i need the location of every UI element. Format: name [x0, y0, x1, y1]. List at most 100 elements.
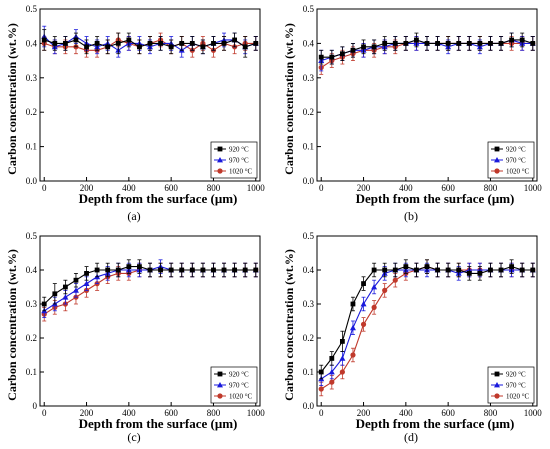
- legend-label: 970 °C: [229, 382, 249, 390]
- data-point: [371, 267, 377, 273]
- data-point: [242, 44, 248, 50]
- data-point: [52, 41, 58, 46]
- data-point: [158, 267, 163, 273]
- data-point: [62, 284, 68, 290]
- data-point: [329, 54, 335, 60]
- data-point: [83, 280, 90, 286]
- plot-frame: [316, 8, 538, 182]
- data-point: [456, 41, 462, 46]
- data-point: [350, 301, 356, 307]
- legend-label: 970 °C: [506, 157, 526, 165]
- y-tick-label: 0.4: [303, 265, 315, 275]
- data-point: [126, 264, 132, 269]
- data-point: [179, 41, 185, 46]
- plot-frame: [39, 8, 261, 182]
- legend-label: 1020 °C: [229, 168, 253, 176]
- x-axis-label: Depth from the surface (μm): [79, 416, 238, 431]
- data-point: [115, 41, 121, 46]
- data-point: [371, 284, 378, 290]
- legend-marker: [217, 157, 223, 163]
- y-tick-label: 0.3: [26, 73, 38, 83]
- plot-frame: [39, 235, 261, 407]
- y-tick-label: 0.1: [26, 142, 37, 152]
- data-point: [200, 44, 206, 50]
- legend-marker: [217, 168, 223, 174]
- x-tick-label: 600: [164, 408, 178, 418]
- panel-a: 0 200 400 600 800 1000 0.0 0.1 0.2 0.3 0.4 0.5 Depth…: [5, 4, 265, 223]
- legend-marker: [494, 168, 500, 174]
- y-axis-label: Carbon concentration (wt.%): [5, 249, 19, 401]
- panel-c: 0 200 400 600 800 1000 0 0.1 0.2 0.3 0.4 0.5 Depth f…: [5, 231, 265, 444]
- x-tick-label: 0: [42, 183, 47, 193]
- data-point: [349, 324, 356, 331]
- data-point: [179, 267, 185, 273]
- data-point: [328, 369, 335, 375]
- y-tick-label: 0.4: [26, 265, 38, 275]
- x-tick-label: 1000: [524, 183, 543, 193]
- x-tick-label: 800: [207, 183, 221, 193]
- data-point: [126, 37, 132, 43]
- data-point: [403, 264, 409, 269]
- data-point: [200, 267, 206, 273]
- data-point: [509, 264, 515, 269]
- x-tick-label: 400: [399, 408, 413, 418]
- data-point: [318, 54, 324, 60]
- data-point: [435, 41, 440, 46]
- data-point: [414, 37, 419, 43]
- data-point: [466, 41, 472, 46]
- x-tick-label: 200: [80, 408, 94, 418]
- x-tick-label: 200: [80, 183, 94, 193]
- data-point: [414, 267, 419, 273]
- data-point: [318, 369, 324, 375]
- data-point: [360, 301, 367, 307]
- x-tick-label: 200: [357, 183, 371, 193]
- panel-b: 0 200 400 600 800 1000 0.0 0.1 0.2 0.3 0.4 0.5 Depth…: [282, 4, 542, 223]
- x-tick-label: 400: [122, 408, 136, 418]
- data-point: [445, 267, 451, 273]
- data-point: [361, 281, 366, 286]
- data-point: [488, 267, 493, 273]
- data-point: [41, 37, 47, 43]
- x-tick-label: 1000: [247, 183, 266, 193]
- data-point: [94, 41, 100, 46]
- data-point: [392, 41, 398, 46]
- data-point: [424, 41, 430, 46]
- data-point: [41, 301, 47, 307]
- y-tick-label: 0.0: [26, 176, 38, 186]
- y-tick-label: 0.4: [26, 38, 38, 48]
- y-tick-label: 0.2: [303, 333, 314, 343]
- panel-label: (d): [404, 430, 418, 444]
- data-point: [530, 41, 536, 46]
- legend-marker: [494, 157, 500, 163]
- data-point: [147, 41, 153, 46]
- data-point: [350, 352, 356, 358]
- legend-label: 920 °C: [506, 146, 526, 154]
- data-point: [147, 267, 153, 273]
- data-point: [168, 44, 174, 50]
- data-point: [318, 386, 324, 392]
- y-tick-label: 0.3: [303, 73, 315, 83]
- x-axis-label: Depth from the surface (μm): [356, 416, 515, 431]
- y-tick-label: 0.5: [26, 231, 38, 241]
- x-tick-label: 400: [399, 183, 413, 193]
- data-point: [424, 264, 430, 269]
- legend-label: 920 °C: [229, 146, 249, 154]
- legend-marker: [494, 146, 500, 152]
- y-tick-label: 0.4: [303, 38, 315, 48]
- legend-label: 1020 °C: [506, 393, 530, 401]
- data-point: [392, 277, 398, 283]
- legend-marker: [217, 393, 223, 399]
- data-point: [73, 277, 79, 283]
- series-920c: [41, 259, 259, 312]
- data-point: [435, 267, 440, 273]
- data-point: [221, 267, 227, 273]
- y-tick-label: 0.3: [26, 299, 38, 309]
- y-axis-label: Carbon concentration (wt.%): [282, 249, 296, 401]
- panel-label: (a): [127, 209, 140, 223]
- legend-label: 920 °C: [229, 371, 249, 379]
- data-point: [445, 41, 451, 46]
- legend-marker: [494, 382, 500, 388]
- legend-label: 920 °C: [506, 371, 526, 379]
- data-point: [477, 41, 483, 46]
- plot-frame: [316, 235, 538, 407]
